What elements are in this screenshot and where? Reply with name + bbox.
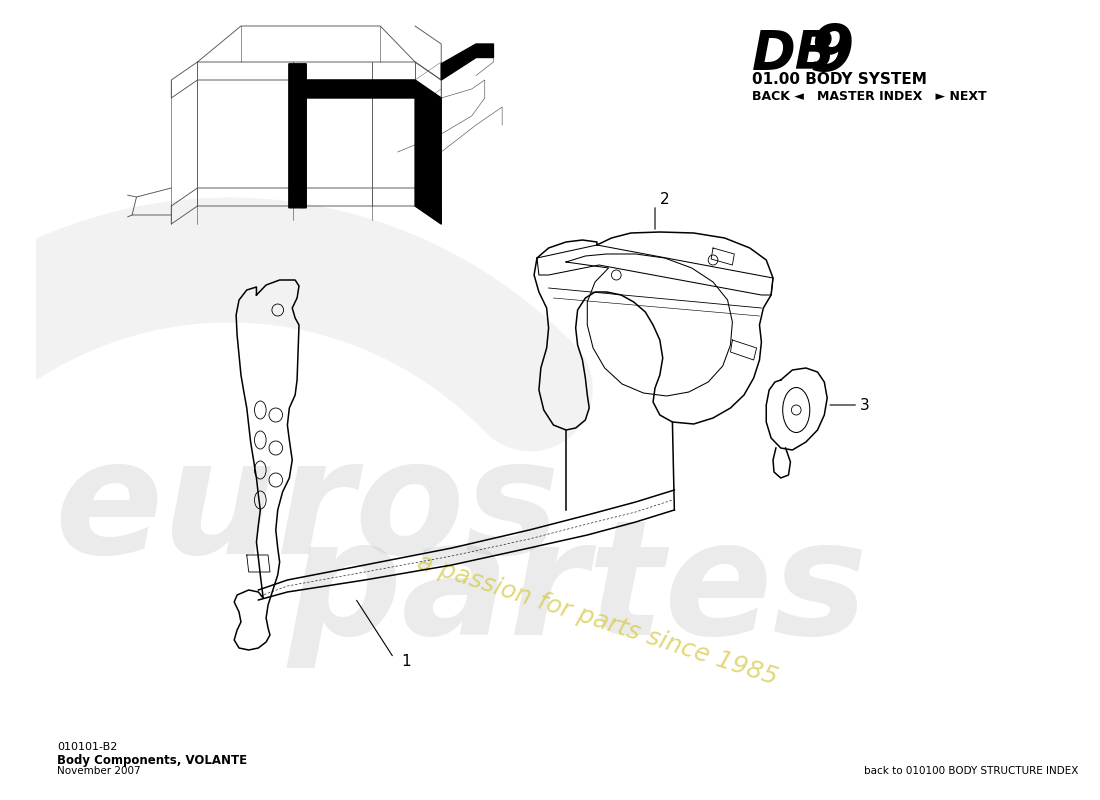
Polygon shape xyxy=(441,44,494,80)
Text: Body Components, VOLANTE: Body Components, VOLANTE xyxy=(57,754,248,767)
Text: 2: 2 xyxy=(660,193,670,207)
Text: BACK ◄   MASTER INDEX   ► NEXT: BACK ◄ MASTER INDEX ► NEXT xyxy=(751,90,987,103)
Text: 1: 1 xyxy=(402,654,411,670)
Text: 010101-B2: 010101-B2 xyxy=(57,742,118,752)
Text: euros: euros xyxy=(54,433,560,587)
Text: 3: 3 xyxy=(860,398,870,413)
Text: partes: partes xyxy=(287,513,868,667)
Text: DB: DB xyxy=(751,28,836,80)
Text: 9: 9 xyxy=(810,22,855,84)
Text: 01.00 BODY SYSTEM: 01.00 BODY SYSTEM xyxy=(751,72,926,87)
Text: back to 010100 BODY STRUCTURE INDEX: back to 010100 BODY STRUCTURE INDEX xyxy=(865,766,1079,776)
Polygon shape xyxy=(289,64,441,224)
Text: a passion for parts since 1985: a passion for parts since 1985 xyxy=(414,550,780,690)
Text: November 2007: November 2007 xyxy=(57,766,141,776)
